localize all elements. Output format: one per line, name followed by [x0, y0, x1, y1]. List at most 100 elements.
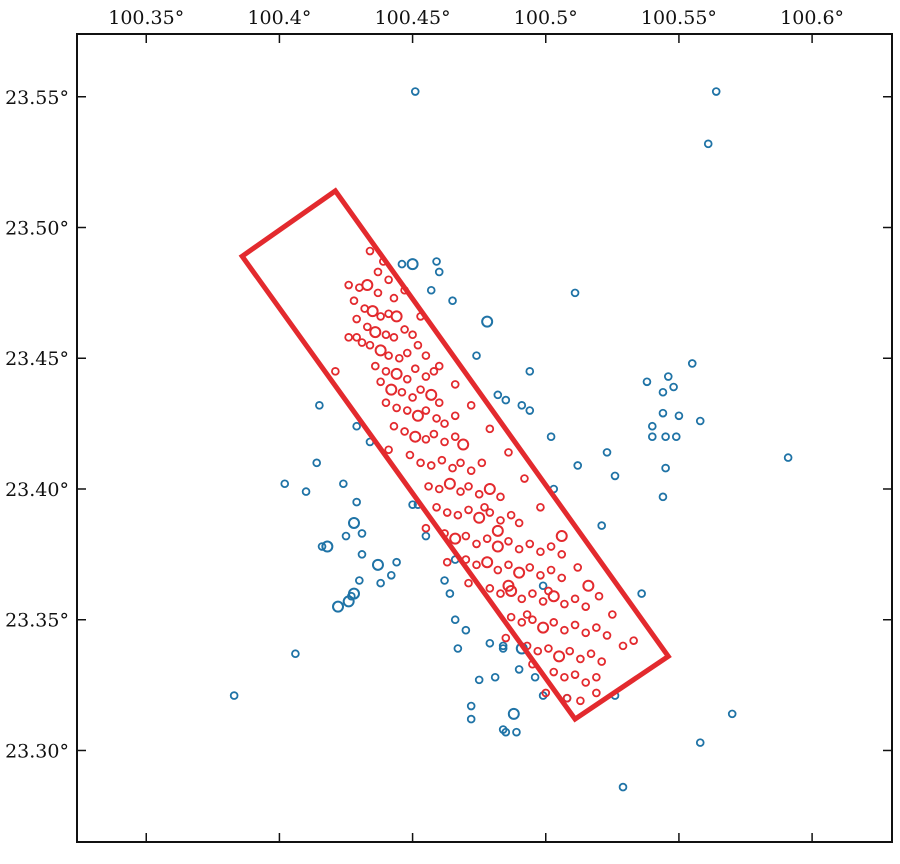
inside-point: [502, 579, 515, 592]
inside-point: [570, 594, 580, 604]
outside-point: [291, 649, 300, 659]
outside-point: [315, 401, 324, 410]
outside-point: [727, 709, 737, 719]
inside-point: [389, 333, 399, 342]
inside-point: [513, 566, 526, 579]
outside-point: [687, 359, 697, 368]
inside-point: [546, 565, 556, 575]
inside-point: [525, 563, 535, 572]
outside-point: [352, 421, 361, 431]
inside-point: [525, 539, 535, 549]
outside-point: [671, 432, 681, 441]
outside-point: [695, 416, 705, 426]
inside-point: [493, 565, 503, 575]
inside-point: [541, 688, 551, 698]
inside-point: [384, 351, 393, 360]
inside-point: [472, 560, 481, 570]
outside-point: [658, 492, 668, 502]
inside-point: [411, 409, 424, 422]
outside-point: [661, 432, 670, 441]
outside-point: [647, 432, 657, 441]
inside-point: [434, 361, 444, 371]
inside-point: [565, 646, 575, 656]
inside-point: [504, 560, 513, 570]
outside-point: [434, 267, 444, 277]
outside-point: [602, 448, 612, 457]
inside-point: [483, 482, 496, 495]
inside-point: [408, 393, 417, 402]
inside-point: [504, 536, 513, 546]
outside-point: [371, 558, 384, 571]
inside-point: [522, 610, 532, 619]
inside-point: [432, 502, 441, 512]
inside-point: [421, 523, 431, 533]
outside-point: [312, 458, 322, 468]
inside-point: [573, 563, 583, 572]
inside-point: [533, 646, 543, 656]
axis-ticks: [77, 34, 892, 842]
outside-point: [512, 727, 521, 737]
inside-point: [365, 340, 375, 350]
inside-point: [576, 696, 585, 706]
inside-point: [421, 406, 431, 415]
inside-point: [538, 597, 548, 606]
outside-point: [355, 576, 364, 585]
inside-point: [397, 387, 407, 397]
outside-point: [472, 351, 481, 360]
inside-point: [408, 330, 417, 340]
outside-point: [317, 542, 327, 551]
outside-point: [392, 557, 401, 567]
outside-point: [229, 691, 239, 700]
inside-point: [514, 518, 524, 528]
inside-point: [592, 623, 601, 632]
inside-point: [349, 296, 359, 306]
y-tick-label: 23.45°: [5, 348, 69, 370]
inside-point: [432, 414, 441, 423]
inside-point: [608, 610, 617, 619]
inside-point: [546, 542, 556, 551]
inside-point: [450, 380, 460, 389]
outside-point: [525, 406, 535, 415]
inside-point: [456, 458, 465, 468]
inside-point: [547, 590, 560, 603]
inside-point: [474, 489, 484, 499]
inside-point: [400, 427, 409, 436]
outside-point: [339, 479, 348, 489]
inside-point: [482, 534, 492, 543]
outside-point: [466, 701, 476, 711]
x-tick-label: 100.5°: [514, 7, 578, 29]
inside-point: [381, 398, 391, 407]
inside-point: [366, 305, 379, 318]
inside-point: [480, 502, 489, 512]
outside-point: [341, 531, 351, 541]
inside-point: [405, 450, 415, 460]
inside-point: [424, 482, 433, 491]
outside-point: [386, 570, 396, 580]
inside-point: [421, 435, 431, 444]
inside-point: [440, 437, 449, 447]
inside-point: [536, 570, 545, 580]
outside-point: [647, 421, 657, 431]
inside-point: [506, 612, 516, 622]
inside-point: [560, 672, 569, 682]
outside-point: [332, 600, 345, 613]
inside-point: [402, 374, 412, 384]
inside-point: [425, 388, 438, 401]
outside-point: [410, 87, 420, 96]
inside-point: [506, 510, 516, 520]
inside-point: [344, 333, 353, 342]
inside-point: [390, 367, 403, 380]
inside-point: [384, 275, 393, 285]
outside-point: [347, 516, 360, 529]
inside-point: [491, 524, 504, 537]
outside-point: [674, 411, 684, 421]
inside-point: [576, 654, 585, 664]
inside-point: [389, 293, 399, 303]
outside-point: [514, 665, 524, 674]
inside-point: [373, 267, 383, 277]
inside-point: [602, 631, 612, 640]
inside-point: [528, 589, 537, 598]
inside-point: [501, 633, 511, 643]
outside-point: [453, 644, 463, 653]
outside-point: [573, 461, 583, 470]
